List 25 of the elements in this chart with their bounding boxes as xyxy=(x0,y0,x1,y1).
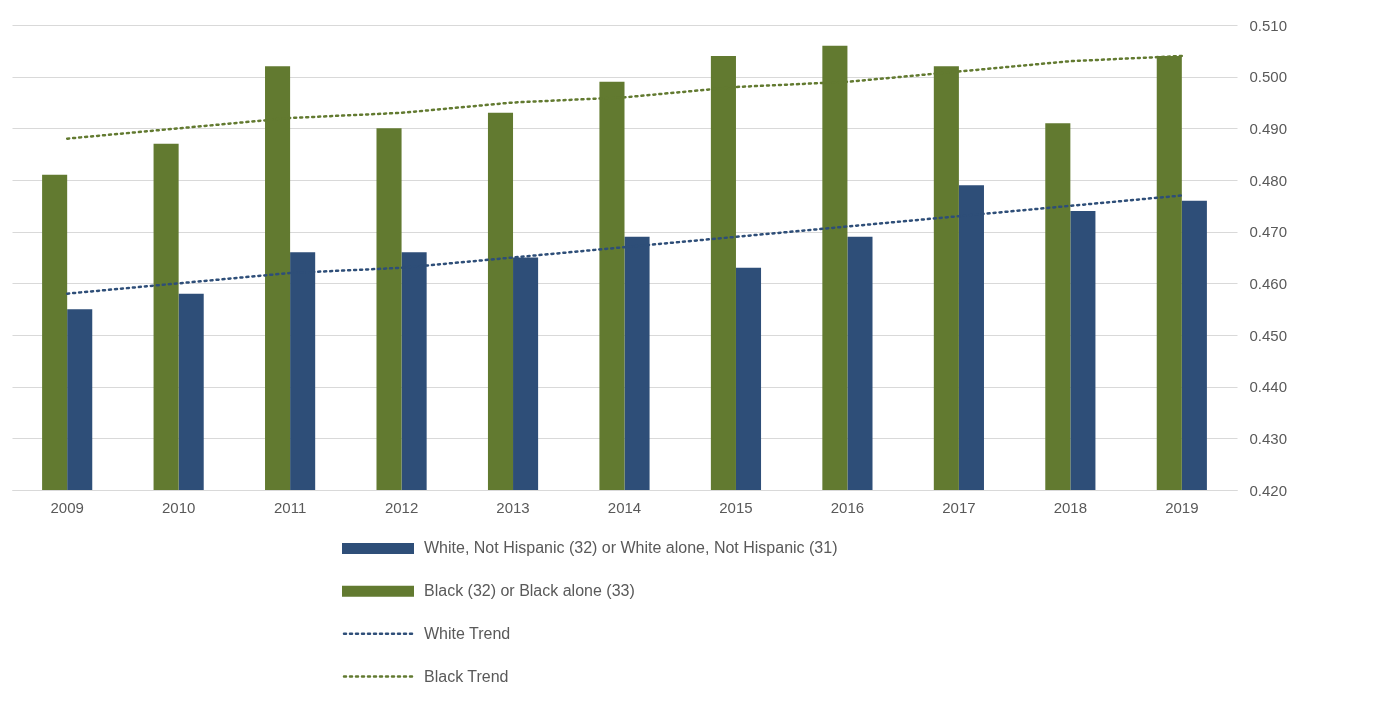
legend-label: White Trend xyxy=(424,624,511,642)
x-tick-label: 2011 xyxy=(273,498,307,516)
y-tick-label: 0.500 xyxy=(1249,68,1288,86)
x-tick-label: 2010 xyxy=(161,498,196,516)
y-tick-label: 0.510 xyxy=(1249,16,1288,34)
y-tick-label: 0.450 xyxy=(1249,326,1288,344)
y-tick-label: 0.420 xyxy=(1249,481,1288,499)
x-tick-label: 2018 xyxy=(1053,498,1088,516)
x-tick-label: 2013 xyxy=(496,498,530,516)
legend-label: Black Trend xyxy=(424,667,509,685)
y-tick-label: 0.430 xyxy=(1249,429,1288,447)
legend-label: Black (32) or Black alone (33) xyxy=(424,582,635,600)
x-tick-label: 2019 xyxy=(1165,498,1199,516)
x-tick-label: 2017 xyxy=(942,498,976,516)
y-tick-label: 0.440 xyxy=(1249,378,1288,396)
x-tick-label: 2016 xyxy=(830,498,865,516)
y-tick-label: 0.490 xyxy=(1249,119,1288,137)
y-tick-label: 0.470 xyxy=(1249,223,1288,241)
legend-label: White, Not Hispanic (32) or White alone, Not Hispanic (31) xyxy=(424,539,838,557)
y-tick-label: 0.480 xyxy=(1249,171,1288,189)
x-tick-label: 2015 xyxy=(719,498,753,516)
x-tick-label: 2014 xyxy=(607,498,642,516)
x-tick-label: 2009 xyxy=(50,498,84,516)
x-tick-label: 2012 xyxy=(384,498,419,516)
y-tick-label: 0.460 xyxy=(1249,274,1288,292)
